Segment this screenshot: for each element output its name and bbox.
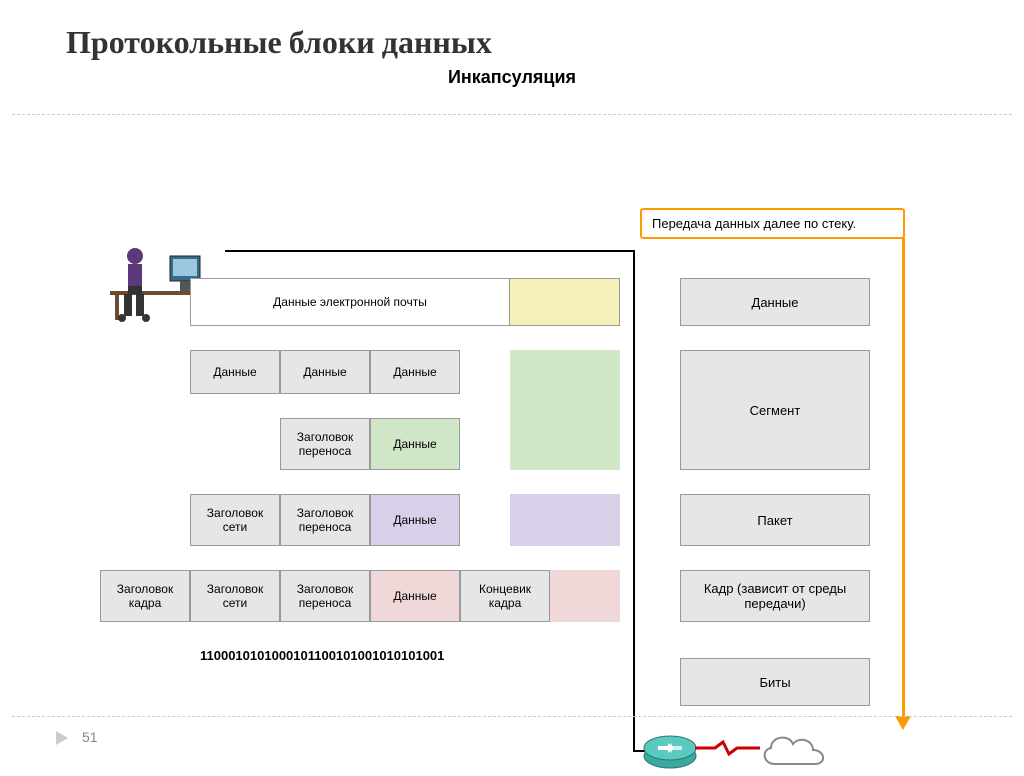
row1-cell-emaildata: Данные электронной почты (190, 278, 510, 326)
row4-cell-1: Заголовок переноса (280, 494, 370, 546)
diagram-area: Передача данных далее по стеку. Данные э… (0, 88, 1024, 688)
row2-cell-2: Данные (370, 350, 460, 394)
page-number: 51 (82, 729, 98, 745)
row5-color-band (550, 570, 620, 622)
divider-bottom (12, 716, 1012, 717)
right-label-frame: Кадр (зависит от среды передачи) (680, 570, 870, 622)
row3-cell-0: Заголовок переноса (280, 418, 370, 470)
right-label-bits: Биты (680, 658, 870, 706)
right-label-data: Данные (680, 278, 870, 326)
stack-arrow (902, 238, 905, 718)
cloud-icon (755, 726, 835, 776)
row5-cell-4: Концевик кадра (460, 570, 550, 622)
conn-line-top (225, 250, 635, 252)
row5-cell-2: Заголовок переноса (280, 570, 370, 622)
row4-color-band (510, 494, 620, 546)
row5-cell-0: Заголовок кадра (100, 570, 190, 622)
conn-line-vertical (633, 250, 635, 752)
row2-cell-0: Данные (190, 350, 280, 394)
row5-cell-1: Заголовок сети (190, 570, 280, 622)
slide-subtitle: Инкапсуляция (0, 67, 1024, 88)
binary-string: 1100010101000101100101001010101001 (200, 648, 444, 663)
callout-box: Передача данных далее по стеку. (640, 208, 905, 239)
row4-cell-2: Данные (370, 494, 460, 546)
nav-triangle-icon (56, 731, 68, 745)
lightning-link-icon (695, 738, 760, 758)
right-label-segment: Сегмент (680, 350, 870, 470)
row5-cell-3: Данные (370, 570, 460, 622)
row3-cell-1: Данные (370, 418, 460, 470)
row2-cell-1: Данные (280, 350, 370, 394)
stack-arrow-head (895, 716, 911, 730)
slide-title: Протокольные блоки данных (0, 0, 1024, 61)
row1-color-band (510, 278, 620, 326)
row4-cell-0: Заголовок сети (190, 494, 280, 546)
right-label-packet: Пакет (680, 494, 870, 546)
router-icon (640, 728, 700, 773)
row2-color-band (510, 350, 620, 470)
